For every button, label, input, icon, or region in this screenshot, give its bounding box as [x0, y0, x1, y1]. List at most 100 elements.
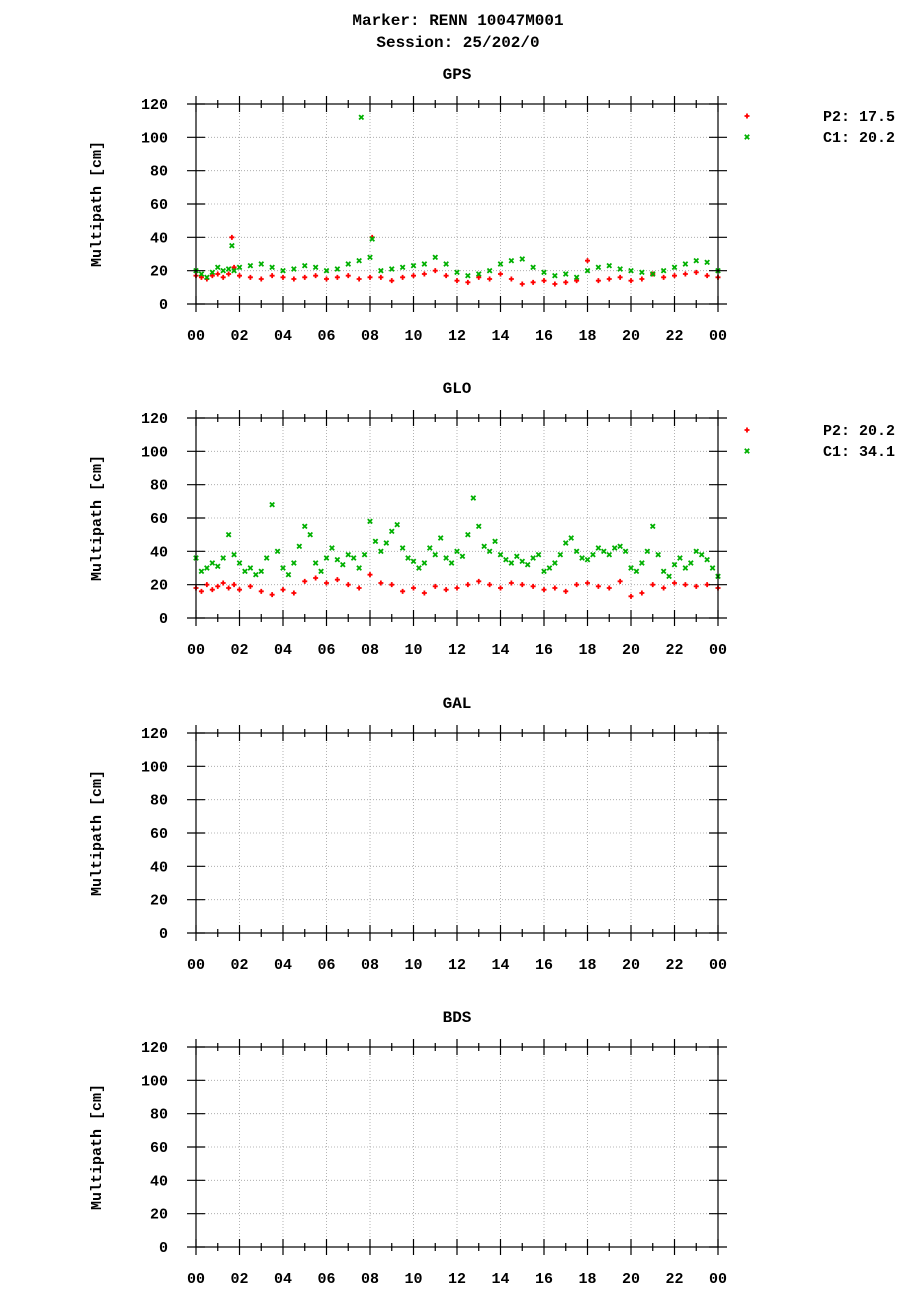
- data-point: [698, 551, 705, 558]
- data-point: [378, 267, 384, 274]
- y-axis-label: Multipath [cm]: [89, 770, 106, 896]
- x-tick-label: 16: [535, 328, 553, 345]
- y-tick-label: 80: [150, 793, 168, 810]
- data-point: [519, 281, 525, 287]
- data-point: [367, 274, 373, 280]
- x-tick-label: 20: [622, 328, 640, 345]
- data-point: [476, 578, 482, 584]
- data-point: [606, 262, 613, 269]
- data-point: [432, 254, 439, 261]
- data-point: [258, 261, 265, 267]
- data-point: [345, 551, 352, 558]
- data-point: [590, 551, 596, 558]
- y-tick-label: 20: [150, 893, 168, 910]
- data-point: [258, 276, 264, 282]
- data-point: [617, 266, 623, 272]
- data-point: [552, 585, 558, 591]
- data-point: [345, 273, 351, 279]
- data-point: [318, 568, 324, 575]
- data-point: [443, 587, 449, 593]
- y-tick-label: 40: [150, 230, 168, 247]
- data-point: [323, 555, 330, 561]
- data-point: [459, 553, 466, 560]
- data-point: [361, 551, 368, 558]
- data-point: [709, 565, 716, 571]
- data-point: [487, 582, 493, 588]
- data-point: [372, 538, 379, 545]
- x-tick-label: 08: [361, 957, 379, 974]
- x-tick-label: 18: [578, 328, 596, 345]
- data-point: [367, 254, 373, 261]
- data-point: [236, 264, 243, 271]
- data-point: [410, 558, 417, 565]
- x-tick-label: 18: [578, 957, 596, 974]
- y-tick-label: 80: [150, 164, 168, 181]
- x-tick-label: 22: [665, 1271, 683, 1288]
- data-point: [285, 571, 292, 578]
- legend-marker: [744, 113, 750, 119]
- data-point: [329, 545, 335, 551]
- data-point: [209, 587, 215, 593]
- x-tick-label: 12: [448, 328, 466, 345]
- data-point: [541, 568, 547, 575]
- y-tick-label: 120: [141, 726, 168, 743]
- data-point: [519, 558, 526, 565]
- data-point: [513, 553, 520, 560]
- data-point: [231, 582, 237, 588]
- x-tick-label: 04: [274, 642, 292, 659]
- x-tick-label: 16: [535, 957, 553, 974]
- data-point: [639, 560, 645, 566]
- data-point: [617, 578, 623, 584]
- data-point: [628, 593, 634, 599]
- data-point: [628, 267, 634, 274]
- data-point: [454, 548, 460, 555]
- data-point: [476, 274, 482, 280]
- data-point: [400, 588, 406, 594]
- data-point: [247, 583, 253, 589]
- data-point: [475, 523, 482, 530]
- data-point: [296, 543, 303, 550]
- data-point: [324, 276, 329, 282]
- data-point: [421, 271, 427, 277]
- data-point: [661, 274, 667, 280]
- data-point: [508, 580, 514, 586]
- series-c1: [193, 495, 721, 580]
- data-point: [497, 551, 504, 558]
- x-tick-label: 22: [665, 328, 683, 345]
- legend-entry: C1: 34.1: [744, 444, 895, 461]
- data-point: [394, 521, 401, 528]
- x-tick-label: 04: [274, 957, 292, 974]
- x-tick-label: 00: [709, 1271, 727, 1288]
- data-point: [411, 585, 416, 591]
- data-point: [617, 543, 623, 550]
- data-point: [226, 271, 232, 277]
- x-tick-label: 06: [317, 328, 335, 345]
- data-point: [302, 578, 308, 584]
- data-point: [358, 114, 365, 121]
- data-point: [378, 548, 384, 555]
- data-point: [682, 261, 689, 267]
- x-tick-label: 00: [187, 957, 205, 974]
- data-point: [356, 585, 362, 591]
- data-point: [399, 264, 406, 271]
- data-point: [693, 257, 700, 264]
- data-point: [584, 556, 591, 563]
- data-point: [269, 501, 275, 508]
- data-point: [220, 274, 226, 280]
- data-point: [475, 271, 482, 277]
- data-point: [595, 264, 602, 271]
- y-tick-label: 20: [150, 264, 168, 281]
- data-point: [557, 551, 564, 558]
- data-point: [280, 267, 286, 274]
- data-point: [639, 269, 645, 276]
- data-point: [519, 256, 526, 262]
- data-point: [633, 568, 640, 575]
- y-tick-label: 40: [150, 1173, 168, 1190]
- x-tick-label: 20: [622, 642, 640, 659]
- data-point: [481, 543, 488, 550]
- series-c1: [193, 114, 721, 281]
- x-tick-label: 06: [317, 642, 335, 659]
